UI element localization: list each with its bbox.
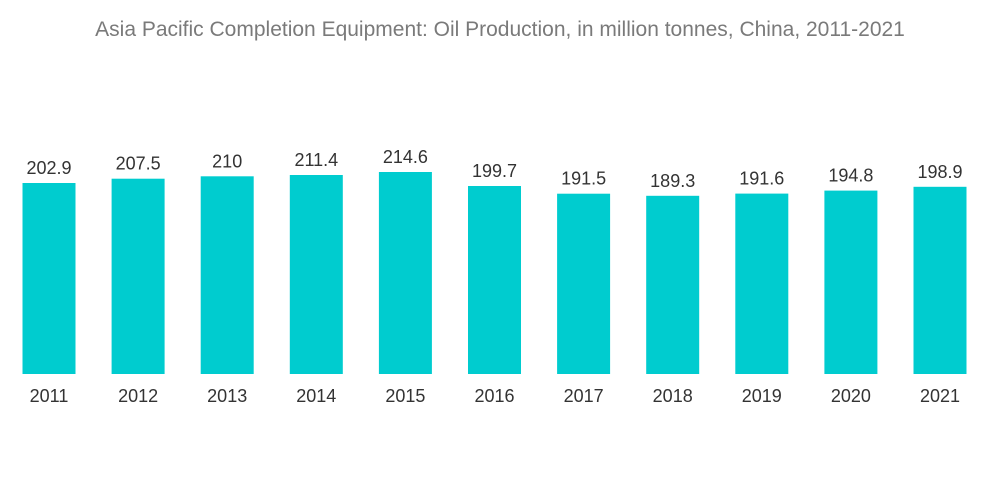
bar-2014	[289, 175, 343, 374]
x-tick-label-2020: 2020	[831, 386, 871, 406]
bar-2012	[111, 178, 165, 374]
x-tick-label-2016: 2016	[474, 386, 514, 406]
bar-2011	[22, 183, 76, 374]
x-tick-label-2013: 2013	[207, 386, 247, 406]
x-tick-label-2015: 2015	[385, 386, 425, 406]
value-label-2015: 214.6	[383, 147, 428, 167]
bar-2018	[646, 195, 700, 374]
x-tick-label-2017: 2017	[564, 386, 604, 406]
bar-2016	[468, 186, 521, 374]
x-axis-ticks: 2011 2012 2013 2014 2015 2016 2017 2018 2019 2020…	[30, 386, 960, 406]
bar-2019	[735, 193, 789, 374]
value-labels-group: 202.9 207.5 210 211.4 214.6 199.7 191.5 189.3 19…	[26, 147, 962, 191]
x-tick-label-2014: 2014	[296, 386, 336, 406]
value-label-2017: 191.5	[561, 169, 606, 189]
x-tick-label-2019: 2019	[742, 386, 782, 406]
value-label-2013: 210	[212, 151, 242, 171]
bar-2013	[200, 176, 254, 374]
x-tick-label-2018: 2018	[653, 386, 693, 406]
bars-group	[22, 172, 967, 374]
x-tick-label-2011: 2011	[30, 386, 69, 406]
bar-2020	[824, 190, 878, 374]
value-label-2021: 198.9	[917, 162, 962, 182]
value-label-2020: 194.8	[828, 166, 873, 186]
x-tick-label-2021: 2021	[920, 386, 960, 406]
value-label-2012: 207.5	[116, 154, 161, 174]
value-label-2018: 189.3	[650, 171, 695, 191]
chart-title: Asia Pacific Completion Equipment: Oil P…	[95, 18, 905, 41]
bar-2021	[913, 186, 967, 374]
bar-2015	[378, 172, 432, 374]
value-label-2019: 191.6	[739, 169, 784, 189]
bar-2017	[557, 193, 611, 374]
value-label-2016: 199.7	[472, 161, 517, 181]
value-label-2011: 202.9	[26, 158, 71, 178]
x-tick-label-2012: 2012	[118, 386, 158, 406]
value-label-2014: 211.4	[294, 150, 338, 170]
